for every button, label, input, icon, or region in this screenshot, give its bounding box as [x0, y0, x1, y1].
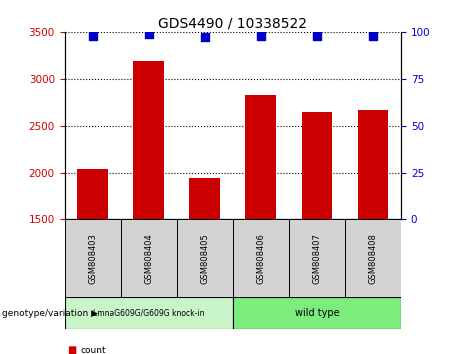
Bar: [245, 95, 276, 219]
Point: [257, 33, 265, 39]
Text: genotype/variation ▶: genotype/variation ▶: [2, 309, 98, 318]
Point: [201, 35, 208, 40]
Bar: [121, 219, 177, 297]
Bar: [345, 219, 401, 297]
Text: GSM808403: GSM808403: [88, 233, 97, 284]
Text: wild type: wild type: [295, 308, 339, 318]
Bar: [358, 110, 389, 219]
Point: [369, 33, 377, 39]
Point: [145, 31, 152, 36]
Bar: [77, 169, 108, 219]
Bar: [289, 219, 345, 297]
Bar: [133, 61, 164, 219]
Text: GSM808404: GSM808404: [144, 233, 153, 284]
Text: GSM808406: GSM808406: [256, 233, 266, 284]
Point: [313, 33, 321, 39]
Bar: [233, 219, 289, 297]
Point: [89, 33, 96, 39]
Text: GSM808405: GSM808405: [200, 233, 209, 284]
Bar: [233, 297, 401, 329]
Text: ■: ■: [67, 346, 76, 354]
Text: LmnaG609G/G609G knock-in: LmnaG609G/G609G knock-in: [93, 309, 204, 318]
Bar: [177, 219, 233, 297]
Bar: [65, 297, 233, 329]
Title: GDS4490 / 10338522: GDS4490 / 10338522: [158, 17, 307, 31]
Bar: [301, 112, 332, 219]
Text: count: count: [81, 346, 106, 354]
Text: GSM808408: GSM808408: [368, 233, 378, 284]
Bar: [189, 178, 220, 219]
Text: GSM808407: GSM808407: [313, 233, 321, 284]
Bar: [65, 219, 121, 297]
